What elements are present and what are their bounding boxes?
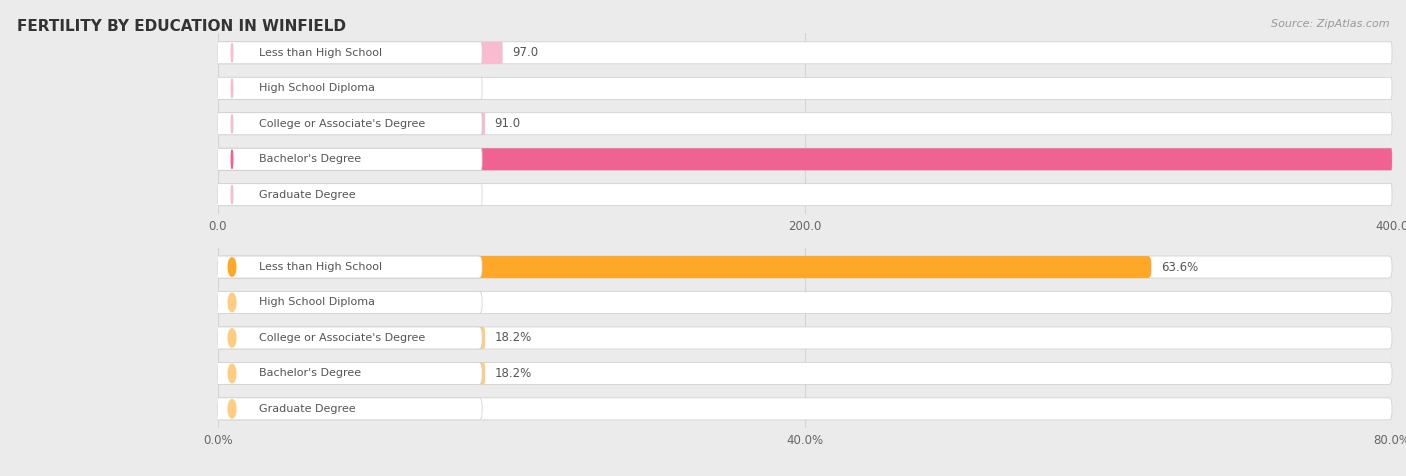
Circle shape [231, 150, 233, 169]
FancyBboxPatch shape [218, 77, 1392, 99]
FancyBboxPatch shape [218, 327, 1392, 349]
FancyBboxPatch shape [218, 362, 485, 385]
FancyBboxPatch shape [212, 148, 482, 170]
Circle shape [228, 329, 236, 347]
Circle shape [228, 364, 236, 383]
FancyBboxPatch shape [218, 148, 1392, 170]
Text: 0.0: 0.0 [228, 188, 246, 201]
Text: FERTILITY BY EDUCATION IN WINFIELD: FERTILITY BY EDUCATION IN WINFIELD [17, 19, 346, 34]
FancyBboxPatch shape [218, 398, 1392, 420]
FancyBboxPatch shape [212, 291, 482, 314]
Text: 0.0%: 0.0% [228, 296, 257, 309]
Text: 18.2%: 18.2% [495, 331, 531, 345]
Text: High School Diploma: High School Diploma [259, 83, 375, 93]
Text: Graduate Degree: Graduate Degree [259, 404, 356, 414]
FancyBboxPatch shape [212, 398, 482, 420]
Circle shape [231, 44, 233, 62]
Text: 0.0: 0.0 [228, 82, 246, 95]
Text: College or Associate's Degree: College or Associate's Degree [259, 119, 425, 129]
Circle shape [231, 186, 233, 204]
FancyBboxPatch shape [218, 113, 1392, 135]
FancyBboxPatch shape [218, 362, 1392, 385]
FancyBboxPatch shape [212, 77, 482, 99]
FancyBboxPatch shape [212, 362, 482, 385]
Text: 63.6%: 63.6% [1161, 260, 1198, 274]
FancyBboxPatch shape [218, 256, 1392, 278]
Text: 18.2%: 18.2% [495, 367, 531, 380]
Text: High School Diploma: High School Diploma [259, 298, 375, 307]
Circle shape [228, 258, 236, 276]
FancyBboxPatch shape [212, 327, 482, 349]
FancyBboxPatch shape [218, 148, 1392, 170]
FancyBboxPatch shape [218, 291, 1392, 314]
Text: College or Associate's Degree: College or Associate's Degree [259, 333, 425, 343]
Text: Bachelor's Degree: Bachelor's Degree [259, 154, 361, 164]
FancyBboxPatch shape [218, 113, 485, 135]
FancyBboxPatch shape [218, 42, 1392, 64]
Text: Less than High School: Less than High School [259, 48, 382, 58]
Text: Bachelor's Degree: Bachelor's Degree [259, 368, 361, 378]
Text: 91.0: 91.0 [495, 117, 520, 130]
Text: Graduate Degree: Graduate Degree [259, 190, 356, 200]
Text: Less than High School: Less than High School [259, 262, 382, 272]
Circle shape [228, 400, 236, 418]
FancyBboxPatch shape [212, 184, 482, 206]
FancyBboxPatch shape [218, 256, 1152, 278]
Text: Source: ZipAtlas.com: Source: ZipAtlas.com [1271, 19, 1389, 29]
FancyBboxPatch shape [212, 256, 482, 278]
FancyBboxPatch shape [218, 184, 1392, 206]
FancyBboxPatch shape [212, 113, 482, 135]
FancyBboxPatch shape [212, 42, 482, 64]
FancyBboxPatch shape [218, 327, 485, 349]
FancyBboxPatch shape [218, 42, 502, 64]
Text: 0.0%: 0.0% [228, 402, 257, 416]
Circle shape [228, 293, 236, 312]
Circle shape [231, 79, 233, 98]
Text: 97.0: 97.0 [512, 46, 538, 60]
Circle shape [231, 115, 233, 133]
